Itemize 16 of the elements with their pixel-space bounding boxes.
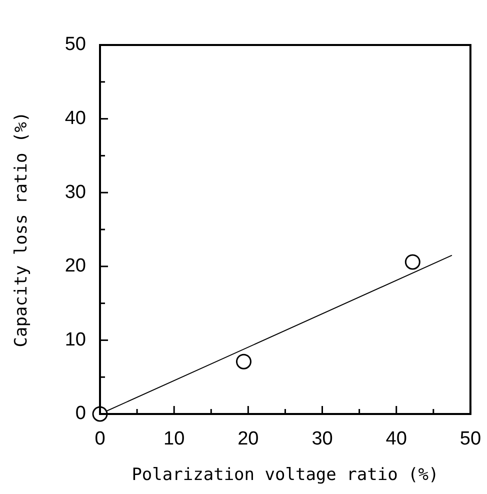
y-axis-title: Capacity loss ratio (%) bbox=[12, 112, 32, 348]
y-tick-label: 10 bbox=[64, 329, 86, 350]
x-tick-label: 20 bbox=[238, 428, 259, 450]
y-tick-label: 50 bbox=[64, 34, 86, 56]
x-axis-title: Polarization voltage ratio (%) bbox=[132, 465, 439, 486]
x-tick-label: 30 bbox=[312, 428, 333, 450]
y-tick-label: 40 bbox=[64, 108, 86, 130]
x-tick-label: 40 bbox=[386, 428, 407, 450]
point bbox=[236, 354, 252, 370]
y-tick-label: 20 bbox=[64, 256, 86, 277]
y-tick-label: 30 bbox=[64, 182, 86, 203]
point bbox=[404, 254, 420, 270]
y-tick-label: 0 bbox=[75, 403, 86, 424]
x-tick-label: 0 bbox=[94, 428, 106, 450]
x-tick-label: 10 bbox=[164, 428, 185, 450]
x-tick-label: 50 bbox=[460, 428, 482, 450]
